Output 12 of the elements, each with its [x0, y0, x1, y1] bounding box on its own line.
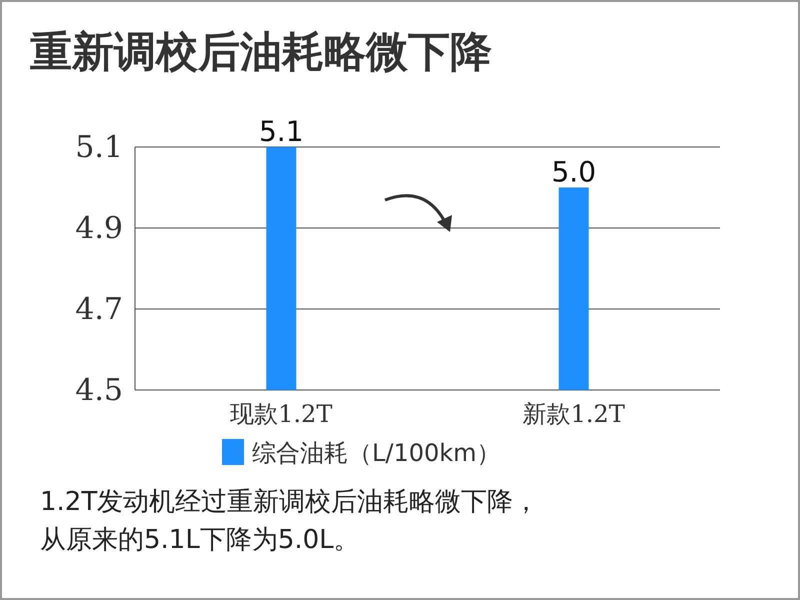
y-tick-label: 5.1 [75, 130, 123, 165]
x-tick-label: 现款1.2T [230, 400, 332, 428]
chart-title: 重新调校后油耗略微下降 [30, 27, 492, 76]
text: 1.2T发动机经过重新调校后油耗略微下降， [40, 487, 540, 517]
data-label: 5.1 [258, 115, 304, 148]
x-tick-label: 新款1.2T [522, 400, 625, 428]
data-label: 5.0 [551, 156, 596, 188]
text: 从原来的5.1L下降为5.0L。 [40, 525, 360, 555]
y-tick-label: 4.9 [75, 211, 123, 246]
y-tick-label: 4.5 [75, 373, 123, 408]
y-tick-label: 4.7 [75, 292, 123, 327]
legend-label: 综合油耗（L/100km） [252, 439, 501, 467]
